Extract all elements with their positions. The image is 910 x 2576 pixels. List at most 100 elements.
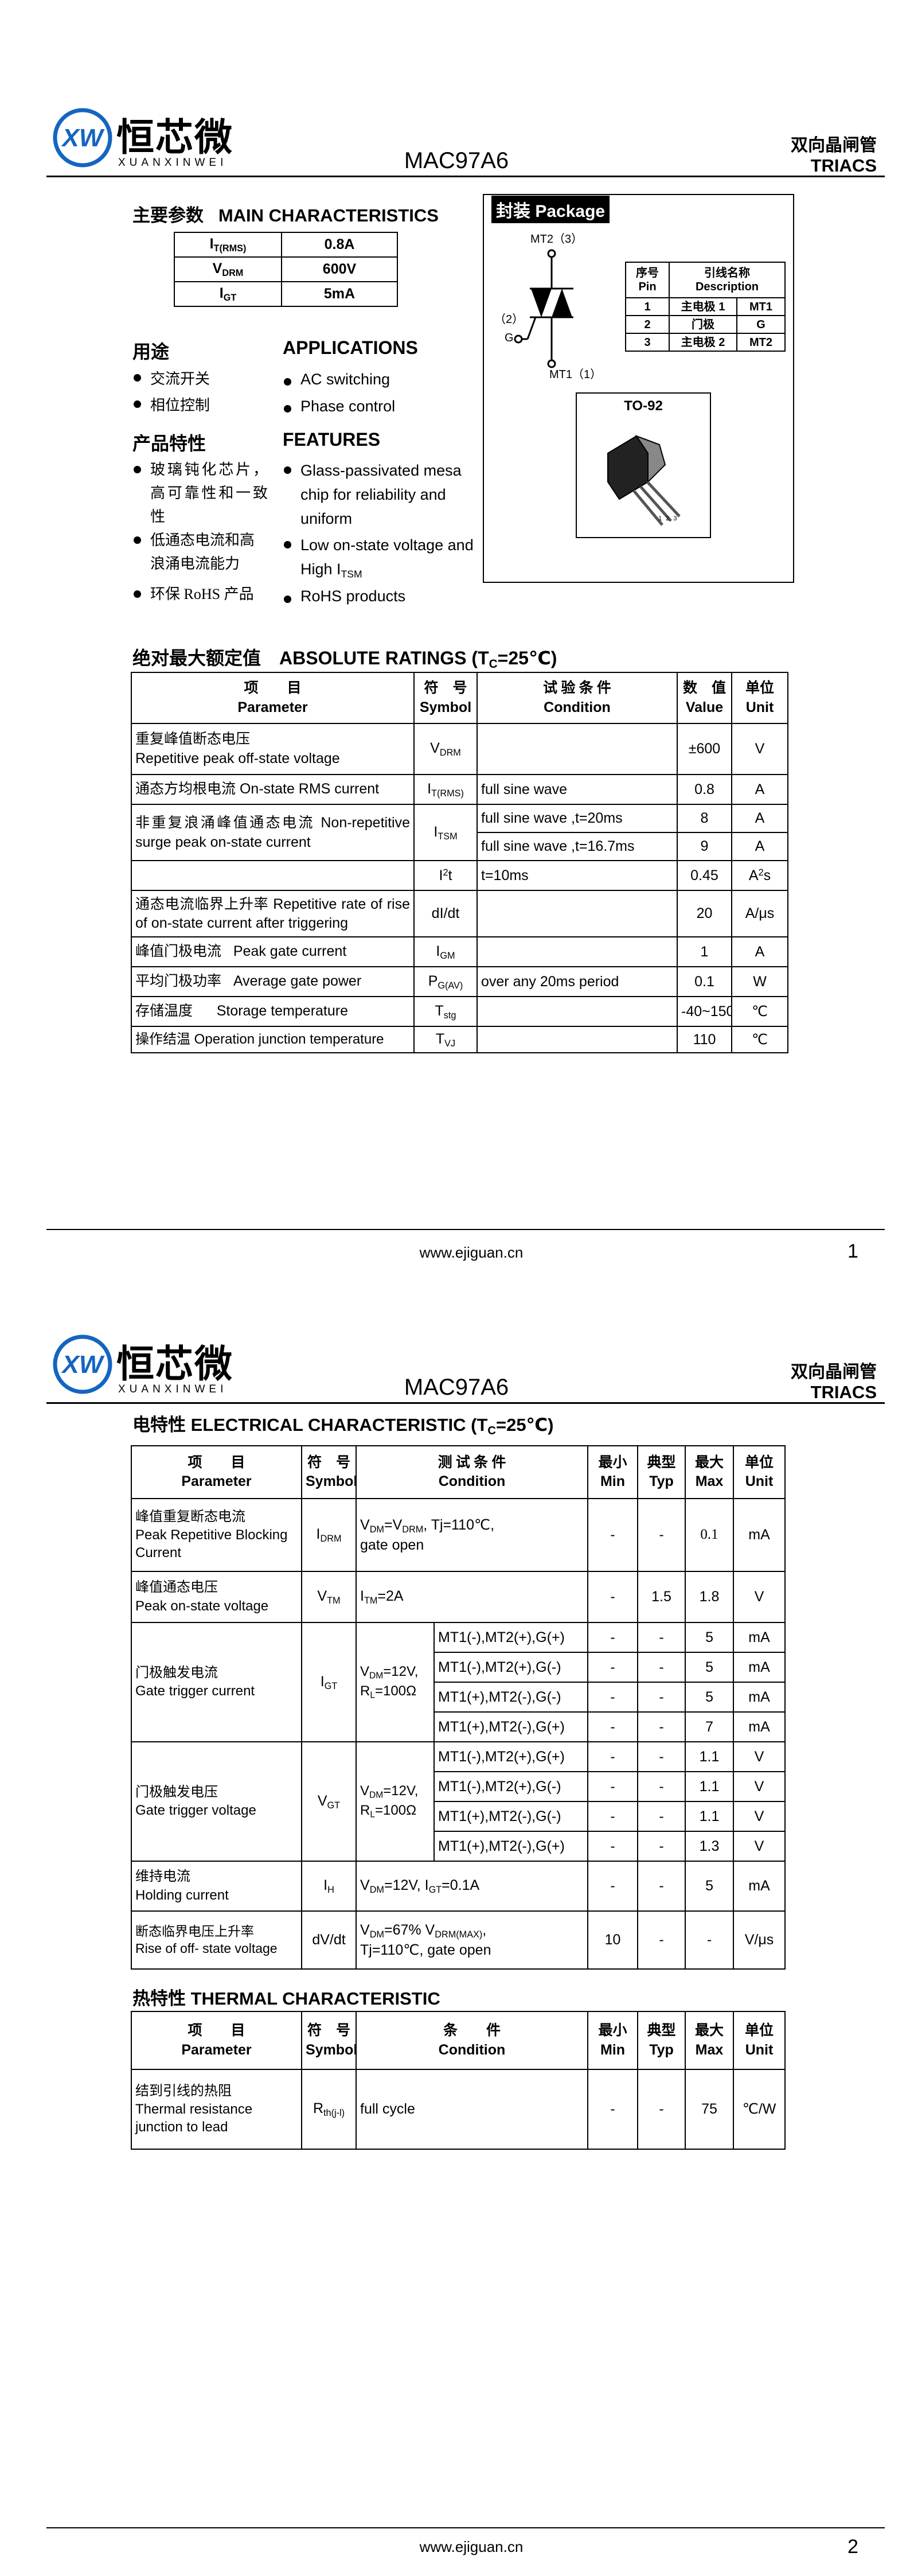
header-rule [46, 1402, 885, 1404]
table-cell: 600V [281, 256, 398, 282]
type-cn: 双向晶闸管 [791, 1363, 877, 1382]
typ: - [637, 1861, 686, 1912]
text-part: A [748, 867, 759, 884]
table-cell [477, 996, 678, 1027]
shape-polygon [531, 289, 552, 317]
typ: - [637, 1622, 686, 1653]
table-cell: 符 号 Symbol [413, 672, 478, 724]
unit: mA [733, 1622, 786, 1653]
text-part: =2A [377, 1588, 404, 1604]
desc-cn: 主电极 1 [669, 297, 737, 316]
subscript: GT [327, 1800, 341, 1811]
text-part: I [360, 1588, 364, 1604]
header-cn: 引线名称 [704, 267, 750, 279]
header-cn: 符 号 [307, 1454, 350, 1470]
value: 20 [677, 890, 732, 937]
condition-line: VDM=12V, [360, 1782, 430, 1801]
condition-line: RL=100Ω [360, 1801, 430, 1821]
desc-en: MT1 [737, 297, 786, 316]
symbol: IH [301, 1861, 357, 1912]
table-cell: 典型 Typ [637, 2011, 686, 2070]
item-en: Low on-state voltage and High ITSM [300, 533, 478, 586]
table-row: 门极触发电流 Gate trigger current IGT VDM=12V, R… [131, 1622, 786, 1742]
footer-rule [46, 2527, 885, 2528]
website: www.ejiguan.cn [419, 2538, 524, 2555]
bullet [134, 466, 141, 473]
element: 序号 Pin 引线名称 Description 1 主电极 1 MT1 2 门极 G 3 主电极… [625, 262, 786, 352]
header-cn: 符 号 [307, 2023, 350, 2038]
min: - [587, 1622, 639, 1653]
typ: - [637, 2069, 686, 2150]
table-row: 3 主电极 2 MT2 [625, 333, 786, 352]
shape-group [632, 481, 681, 526]
text-part: V [360, 1783, 370, 1799]
logo-en: XUANXINWEI [118, 157, 228, 169]
element: 项 目 Parameter 符 号 Symbol 测 试 条 件 Condition … [131, 1445, 786, 1970]
param-cn: 断态临界电压上升率 [135, 1924, 254, 1939]
min: - [587, 2069, 638, 2150]
desc-cn: 门极 [669, 315, 737, 334]
header-en: Typ [649, 2041, 674, 2058]
text-part: V [430, 740, 440, 756]
param-en: Average gate power [233, 973, 362, 990]
text-part: I [323, 1877, 328, 1893]
subscript: TM [364, 1595, 378, 1606]
superscript: 2 [758, 867, 764, 878]
logo-mark: XW [53, 108, 112, 168]
text-part: T [435, 1030, 445, 1047]
header-cn: 最小 [598, 2023, 627, 2038]
text-part: =12V, [383, 1664, 419, 1680]
quadrant: MT1(-),MT2(+),G(-) [433, 1771, 589, 1802]
shape-line [632, 489, 663, 526]
pin-mark: 2 [666, 515, 671, 522]
shape-circle [547, 359, 556, 368]
param-en: Repetitive peak off-state voltage [135, 750, 340, 766]
text-part: =0.1A [442, 1877, 480, 1893]
max: 1.3 [685, 1831, 735, 1862]
header-cn: 最大 [695, 1454, 724, 1470]
header-en: Min [600, 1473, 626, 1489]
param-en: Thermal resistance junction to lead [135, 2101, 253, 2135]
table-row: 序号 Pin 引线名称 Description [625, 262, 786, 298]
table-cell: 单位 Unit [733, 1445, 786, 1499]
header-en: Typ [649, 1473, 674, 1489]
table-cell: 通态电流临界上升率 Repetitive rate of rise of on-… [131, 890, 415, 937]
param-en: Peak Repetitive Blocking Current [135, 1527, 288, 1561]
text-part: , [482, 1921, 487, 1938]
terminal-label: MT2（3） [530, 233, 583, 246]
page-header: XW 恒芯微 XUANXINWEI MAC97A6 双向晶闸管 TRIACS [0, 1227, 910, 1410]
element: 项 目 Parameter 符 号 Symbol 试 验 条 件 Condition … [131, 672, 788, 1053]
title-cn: 主要参数 [132, 205, 204, 225]
table-cell: VDM=12V, RL=100Ω [356, 1741, 435, 1862]
symbol: dI/dt [413, 890, 478, 937]
max: 5 [685, 1622, 735, 1653]
table-cell [477, 1026, 678, 1053]
param-cn: 非重复浪涌峰值通态电流 [135, 815, 315, 831]
shape-circle [547, 249, 556, 258]
section-title: 热特性 THERMAL CHARACTERISTIC [132, 1989, 440, 2009]
param-cn: 门极触发电压 [135, 1784, 218, 1800]
text-part: =100Ω [375, 1683, 417, 1699]
terminal-label: （2） [494, 313, 524, 326]
table-cell: 操作结温 Operation junction temperature [131, 1026, 415, 1053]
table-cell: 峰值门极电流 Peak gate current [131, 936, 415, 967]
param-cn: 峰值重复断态电流 [135, 1509, 245, 1524]
condition-line: gate open [360, 1536, 424, 1553]
type-en: TRIACS [810, 1382, 877, 1402]
typ: - [637, 1741, 686, 1772]
logo-letters: XW [61, 124, 105, 152]
table-row: 峰值重复断态电流 Peak Repetitive Blocking Current… [131, 1498, 786, 1572]
bullet [134, 590, 141, 598]
param-cn: 通态方均根电流 [135, 781, 236, 797]
max: 0.1 [685, 1498, 735, 1572]
header-cn: 单位 [745, 680, 774, 696]
text-part: V [317, 1792, 327, 1809]
table-cell: 项 目 Parameter [131, 2011, 302, 2070]
text-part: Low on-state voltage and High I [300, 536, 474, 578]
min: - [587, 1861, 639, 1912]
subscript: DM [369, 1524, 384, 1535]
shape-line [639, 485, 672, 522]
title-en: Package [535, 202, 606, 221]
unit: ℃ [731, 1026, 788, 1053]
